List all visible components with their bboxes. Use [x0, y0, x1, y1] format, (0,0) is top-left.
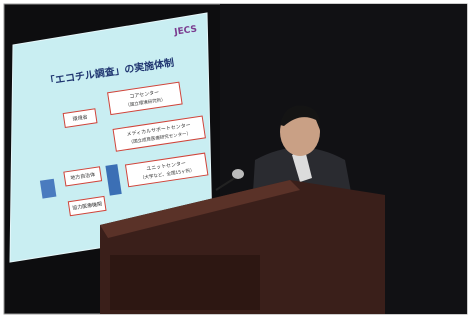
microphone	[232, 169, 244, 179]
photo: JECS 「エコチル調査」の実施体制 環境省 コアセンター （国立環境研究所） …	[0, 0, 471, 318]
podium-panel	[110, 255, 260, 310]
building-icon	[40, 179, 57, 199]
